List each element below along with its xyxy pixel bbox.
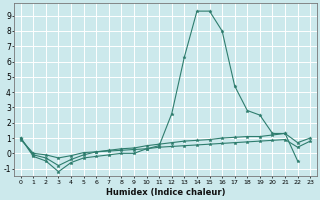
X-axis label: Humidex (Indice chaleur): Humidex (Indice chaleur) [106,188,225,197]
